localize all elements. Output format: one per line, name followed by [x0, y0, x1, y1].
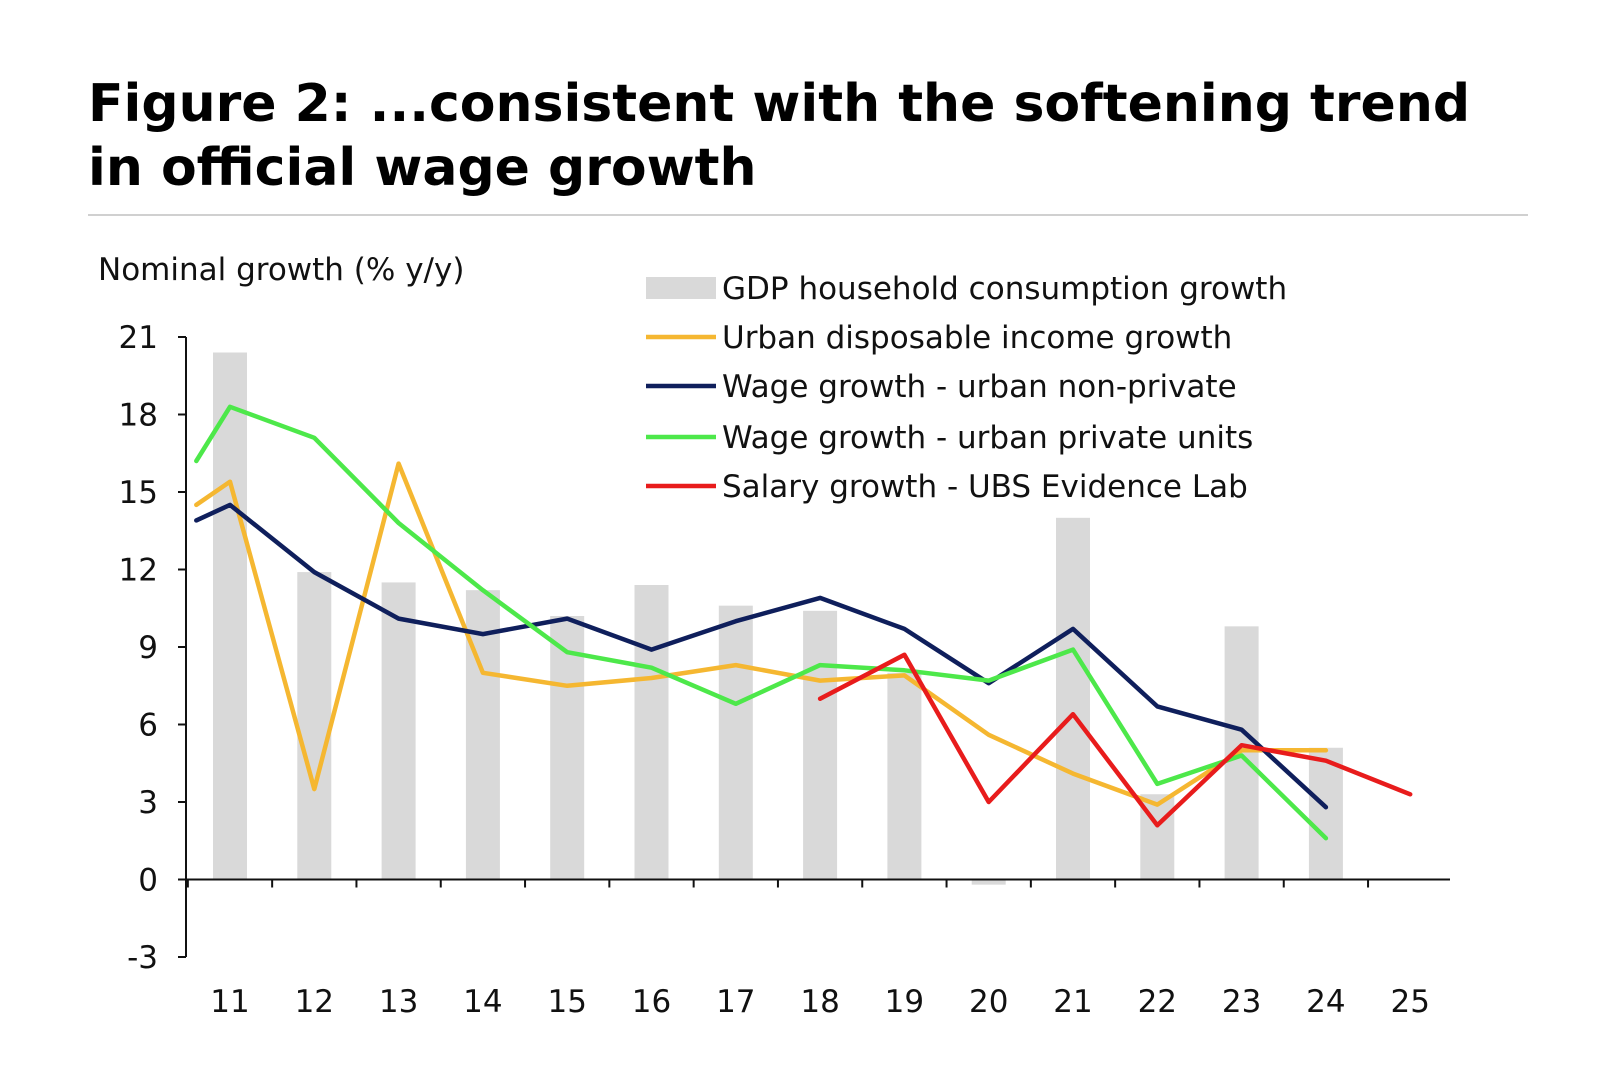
x-tick-label: 23 — [1222, 984, 1261, 1020]
bar-20 — [971, 879, 1006, 885]
bar-11 — [213, 352, 247, 880]
series-line-0 — [194, 461, 1329, 807]
legend-label: Salary growth - UBS Evidence Lab — [722, 469, 1248, 505]
bar-17 — [718, 605, 753, 880]
y-tick-label: 21 — [119, 320, 158, 356]
x-tick-label: 12 — [295, 984, 334, 1020]
y-tick-label: 15 — [119, 475, 158, 511]
y-tick-label: 0 — [138, 863, 158, 899]
bar-18 — [803, 610, 838, 880]
bar-16 — [634, 585, 669, 880]
y-tick-label: 12 — [119, 553, 158, 589]
legend-label: Wage growth - urban non-private — [722, 369, 1237, 405]
legend: GDP household consumption growth Urban di… — [646, 271, 1287, 505]
lines-layer — [194, 404, 1413, 841]
series-line-3 — [817, 652, 1413, 828]
x-tick-label: 18 — [800, 984, 839, 1020]
y-tick-label: 9 — [138, 630, 158, 666]
bar-19 — [887, 672, 922, 880]
x-tick-label: 22 — [1138, 984, 1177, 1020]
y-tick-label: 6 — [138, 708, 158, 744]
legend-label: GDP household consumption growth — [722, 271, 1287, 307]
y-tick-label: 18 — [119, 398, 158, 434]
y-axis-label: Nominal growth (% y/y) — [98, 252, 464, 288]
x-tick-label: 19 — [885, 984, 924, 1020]
bars-layer — [213, 352, 1343, 885]
bar-15 — [550, 616, 585, 880]
chart-title: Figure 2: ...consistent with the softeni… — [88, 74, 1471, 198]
legend-label: Wage growth - urban private units — [722, 420, 1253, 456]
x-tick-label: 11 — [210, 984, 249, 1020]
axes-layer: -3 0 3 6 9 12 15 18 21 11 12 13 14 15 16 17 18 19 20 21 22 23… — [119, 320, 1450, 1020]
bar-14 — [465, 590, 500, 880]
x-tick-label: 21 — [1053, 984, 1092, 1020]
y-tick-label: 3 — [138, 785, 158, 821]
x-tick-label: 13 — [379, 984, 418, 1020]
x-tick-label: 16 — [632, 984, 671, 1020]
title-divider — [88, 214, 1528, 216]
bar-24 — [1308, 747, 1343, 880]
x-tick-label: 15 — [547, 984, 586, 1020]
x-tick-label: 14 — [463, 984, 502, 1020]
x-tick-label: 17 — [716, 984, 755, 1020]
x-tick-label: 25 — [1390, 984, 1429, 1020]
series-line-1 — [194, 502, 1329, 810]
x-tick-label: 24 — [1306, 984, 1345, 1020]
bar-12 — [297, 572, 332, 880]
legend-label: Urban disposable income growth — [722, 320, 1232, 356]
bar-21 — [1056, 517, 1090, 880]
bar-13 — [381, 582, 416, 880]
x-tick-label: 20 — [969, 984, 1008, 1020]
legend-swatch-bar — [646, 277, 716, 299]
y-tick-label: -3 — [127, 940, 158, 976]
